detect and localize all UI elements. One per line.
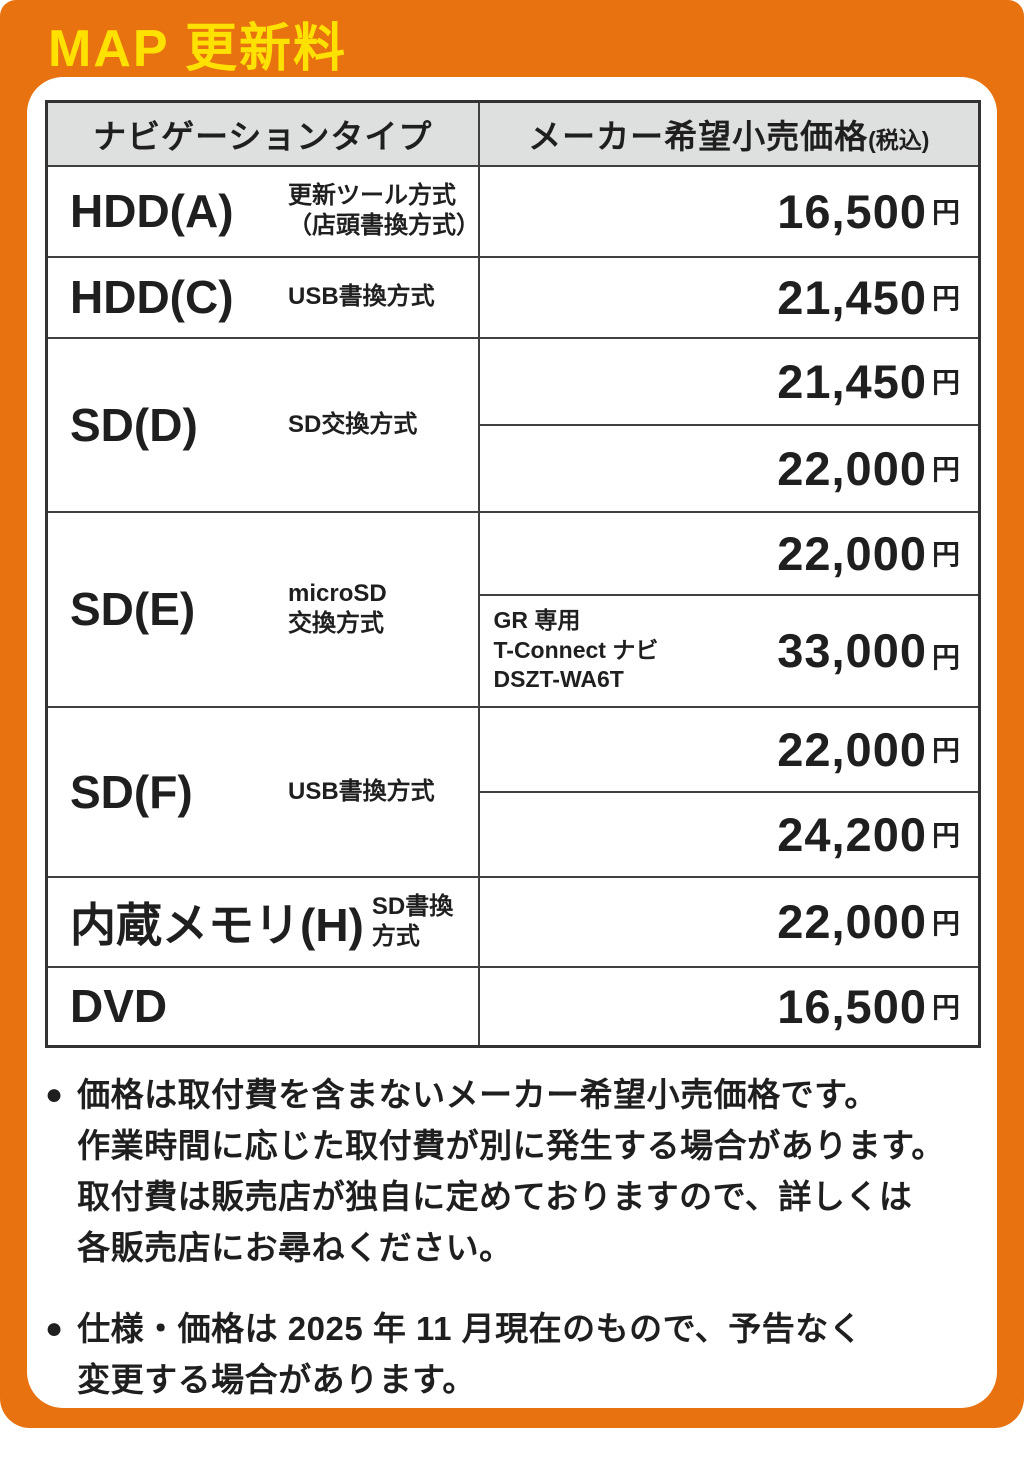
table-row: 24,200 円: [47, 790, 981, 878]
price-amount: 22,000: [777, 895, 927, 948]
nav-type-cell: SD(D) SD交換方式: [45, 336, 480, 513]
price-unit: 円: [931, 367, 960, 398]
price-unit: 円: [931, 197, 960, 228]
table-row: DVD 16,500 円: [45, 965, 981, 1048]
nav-type-method: USB書換方式: [288, 283, 435, 310]
table-row: HDD(C) USB書換方式 21,450 円: [45, 255, 981, 339]
column-header-navigation-type-label: ナビゲーションタイプ: [93, 117, 433, 155]
table-row: SD(E) microSD 交換方式 22,000 円: [45, 510, 981, 708]
nav-type-name: HDD(A): [70, 185, 234, 237]
table-row: SD(F) USB書換方式 22,000 円: [45, 705, 981, 878]
footnote-spec-date-text: 仕様・価格は 2025 年 11 月現在のもので、予告なく 変更する場合がありま…: [77, 1310, 863, 1398]
price-cell: 22,000 円: [477, 875, 981, 968]
nav-type-name: SD(E): [70, 583, 196, 635]
price-cell: GR 専用 T-Connect ナビ DSZT-WA6T 33,000 円: [477, 593, 981, 708]
footnote-pricing-text: 価格は取付費を含まないメーカー希望小売価格です。 作業時間に応じた取付費が別に発…: [77, 1076, 945, 1266]
table-row: 内蔵メモリ(H) SD書換 方式 22,000 円: [45, 875, 981, 968]
price-unit: 円: [931, 454, 960, 485]
nav-type-cell: HDD(A) 更新ツール方式 （店頭書換方式）: [45, 164, 480, 258]
table-row: GR 専用 T-Connect ナビ DSZT-WA6T 33,000 円: [47, 593, 981, 708]
nav-type-method: SD交換方式: [288, 410, 418, 438]
price-amount: 22,000: [777, 526, 927, 580]
nav-type-method: SD書換 方式: [371, 892, 454, 950]
price-amount: 22,000: [777, 441, 927, 495]
price-unit: 円: [931, 539, 960, 570]
nav-type-name: SD(F): [70, 765, 193, 818]
nav-type-method: USB書換方式: [288, 777, 435, 805]
column-header-price-tax-note: (税込): [868, 126, 930, 153]
price-unit: 円: [931, 735, 960, 766]
table-row: SD(D) SD交換方式 21,450 円: [45, 336, 981, 513]
nav-type-name: HDD(C): [70, 271, 234, 323]
table-row: 22,000 円: [47, 423, 981, 513]
price-cell: 22,000 円: [477, 510, 981, 596]
price-model-note: GR 専用 T-Connect ナビ DSZT-WA6T: [493, 606, 659, 693]
page-title: MAP 更新料: [48, 20, 348, 78]
price-amount: 33,000: [777, 623, 927, 677]
column-header-price: メーカー希望小売価格(税込): [477, 100, 981, 167]
price-amount: 22,000: [777, 722, 927, 776]
content-panel: ナビゲーションタイプ メーカー希望小売価格(税込) HDD(A) 更新ツール方式…: [27, 77, 997, 1408]
footnote-pricing: ● 価格は取付費を含まないメーカー希望小売価格です。 作業時間に応じた取付費が別…: [45, 1069, 975, 1273]
price-cell: 16,500 円: [477, 164, 981, 258]
nav-type-name: DVD: [70, 980, 168, 1033]
nav-type-cell: 内蔵メモリ(H) SD書換 方式: [45, 875, 480, 968]
price-cell: 22,000 円: [477, 423, 981, 513]
price-amount: 21,450: [777, 354, 927, 408]
price-amount: 21,450: [777, 270, 927, 324]
price-unit: 円: [931, 283, 960, 314]
price-cell: 24,200 円: [477, 790, 981, 878]
price-table: ナビゲーションタイプ メーカー希望小売価格(税込) HDD(A) 更新ツール方式…: [45, 100, 981, 1048]
price-amount: 24,200: [777, 807, 927, 861]
price-amount: 16,500: [777, 184, 927, 238]
price-cell: 21,450 円: [477, 255, 981, 339]
footnote-spec-date: ● 仕様・価格は 2025 年 11 月現在のもので、予告なく 変更する場合があ…: [45, 1303, 975, 1405]
column-header-navigation-type: ナビゲーションタイプ: [45, 100, 480, 167]
nav-type-method: 更新ツール方式 （店頭書換方式）: [288, 182, 480, 239]
bullet-icon: ●: [45, 1312, 64, 1345]
header-row: ナビゲーションタイプ メーカー希望小売価格(税込): [45, 100, 981, 167]
nav-type-cell: HDD(C) USB書換方式: [45, 255, 480, 339]
column-header-price-label: メーカー希望小売価格: [528, 117, 869, 155]
nav-type-cell: DVD: [45, 965, 480, 1048]
nav-type-name: SD(D): [70, 398, 198, 451]
price-cell: 22,000 円: [477, 705, 981, 793]
price-cell: 21,450 円: [477, 336, 981, 426]
price-unit: 円: [931, 992, 960, 1024]
nav-type-method: microSD 交換方式: [288, 580, 387, 637]
bullet-icon: ●: [45, 1078, 64, 1111]
table-row: HDD(A) 更新ツール方式 （店頭書換方式） 16,500 円: [45, 164, 981, 258]
price-unit: 円: [931, 820, 960, 851]
nav-type-cell: SD(E) microSD 交換方式: [45, 510, 480, 708]
nav-type-name: 内蔵メモリ(H): [70, 898, 364, 951]
nav-type-cell: SD(F) USB書換方式: [45, 705, 480, 878]
price-cell: 16,500 円: [477, 965, 981, 1048]
price-amount: 16,500: [777, 979, 927, 1033]
price-unit: 円: [931, 907, 960, 939]
price-unit: 円: [931, 641, 960, 673]
footnotes: ● 価格は取付費を含まないメーカー希望小売価格です。 作業時間に応じた取付費が別…: [45, 1069, 975, 1405]
